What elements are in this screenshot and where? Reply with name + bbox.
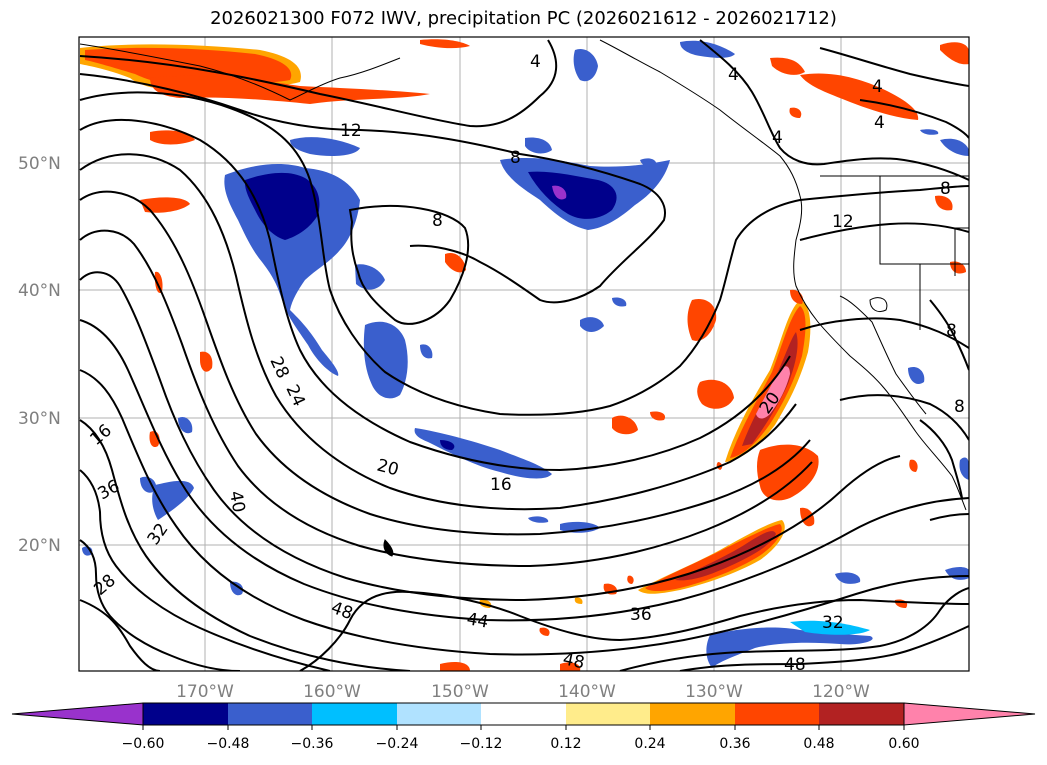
colorbar-segment xyxy=(312,703,397,725)
map-title: 2026021300 F072 IWV, precipitation PC (2… xyxy=(210,8,837,29)
contour-label: 32 xyxy=(822,613,844,633)
contour-label: 40 xyxy=(225,489,248,514)
contour-label: 44 xyxy=(465,609,490,632)
contour-label: 12 xyxy=(340,121,362,141)
contour-label: 8 xyxy=(510,148,521,168)
contour-label: 16 xyxy=(490,475,512,495)
colorbar-segment xyxy=(735,703,819,725)
contour-label: 4 xyxy=(530,52,541,72)
lon-label: 130°W xyxy=(685,682,743,702)
lon-label: 140°W xyxy=(558,682,616,702)
colorbar-tick-label: −0.24 xyxy=(376,736,419,752)
contour-label: 8 xyxy=(946,321,957,341)
colorbar-segment xyxy=(397,703,481,725)
colorbar-tick-label: 0.24 xyxy=(634,736,665,752)
lat-label: 20°N xyxy=(18,536,61,556)
contour-label: 8 xyxy=(432,211,443,231)
colorbar-tick-label: 0.12 xyxy=(550,736,581,752)
colorbar-frame xyxy=(142,702,905,726)
colorbar-tick-label: −0.60 xyxy=(122,736,165,752)
colorbar-extend-high xyxy=(903,702,1036,726)
colorbar-tick-label: 0.60 xyxy=(888,736,919,752)
lon-label: 150°W xyxy=(431,682,489,702)
colorbar-segment xyxy=(566,703,650,725)
colorbar-segment xyxy=(819,703,904,725)
lat-label: 40°N xyxy=(18,281,61,301)
contour-label: 48 xyxy=(561,649,586,673)
contour-label: 4 xyxy=(874,113,885,133)
contour-label: 4 xyxy=(772,128,783,148)
latitude-labels: 50°N 40°N 30°N 20°N xyxy=(18,154,61,556)
contour-label: 8 xyxy=(954,397,965,417)
lat-label: 50°N xyxy=(18,154,61,174)
map-frame xyxy=(78,36,970,672)
coastlines xyxy=(79,39,969,557)
colorbar: −0.60 −0.48 −0.36 −0.24 −0.12 0.12 0.24 … xyxy=(11,702,1036,752)
colorbar-tick-label: 0.48 xyxy=(803,736,834,752)
iwv-contours xyxy=(79,39,969,671)
lon-label: 120°W xyxy=(812,682,870,702)
lat-label: 30°N xyxy=(18,409,61,429)
colorbar-extend-low xyxy=(11,702,144,726)
contour-label: 48 xyxy=(784,655,806,675)
colorbar-segment xyxy=(228,703,312,725)
precip-positive-areas xyxy=(80,39,969,671)
contour-label: 4 xyxy=(872,77,883,97)
colorbar-tick-label: −0.12 xyxy=(460,736,503,752)
contour-label: 8 xyxy=(940,179,951,199)
colorbar-segment xyxy=(650,703,735,725)
longitude-labels: 170°W 160°W 150°W 140°W 130°W 120°W xyxy=(176,682,870,702)
contour-label: 36 xyxy=(630,605,652,625)
lon-label: 170°W xyxy=(176,682,234,702)
map-plot-area xyxy=(79,37,969,671)
contour-label: 4 xyxy=(728,65,739,85)
lon-label: 160°W xyxy=(303,682,361,702)
colorbar-tick-label: −0.48 xyxy=(207,736,250,752)
colorbar-segment xyxy=(143,703,228,725)
precip-negative-areas xyxy=(82,40,969,668)
colorbar-tick-label: 0.36 xyxy=(719,736,750,752)
colorbar-segment xyxy=(481,703,566,725)
colorbar-tick-label: −0.36 xyxy=(291,736,334,752)
contour-label: 12 xyxy=(832,212,854,232)
